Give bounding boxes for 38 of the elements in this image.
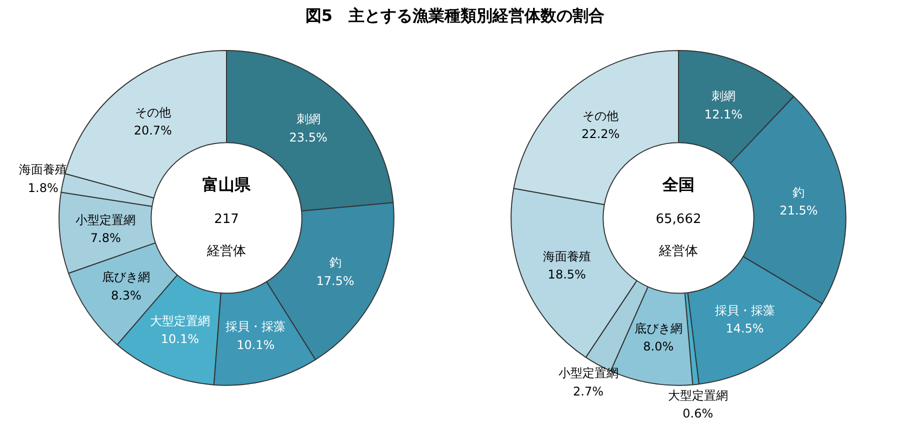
slice-label: 小型定置網 xyxy=(76,212,136,227)
text: 65,662 xyxy=(656,212,702,227)
slice-label: 底びき網 xyxy=(102,270,150,284)
slice-label: その他 xyxy=(134,105,171,120)
slice-label: その他 xyxy=(582,108,619,123)
text: 経営体 xyxy=(206,244,246,259)
slice-label: 採貝・採藻 xyxy=(226,320,286,334)
data-label: 12.1% xyxy=(704,107,743,122)
slice-label: 釣 xyxy=(792,185,805,200)
slice-label: 刺網 xyxy=(296,112,320,126)
data-label: 0.6% xyxy=(682,406,714,420)
data-label: 10.1% xyxy=(236,338,275,352)
data-label: 10.1% xyxy=(160,332,200,346)
data-label: 17.5% xyxy=(316,274,354,288)
data-label: 21.5% xyxy=(780,204,818,218)
text: 図5 主とする漁業種類別経営体数の割合 xyxy=(304,5,606,27)
text: 全国 xyxy=(662,174,694,194)
text: 富山県 xyxy=(202,174,252,194)
data-label: 2.7% xyxy=(573,384,604,398)
data-label: 23.5% xyxy=(289,130,328,144)
slice-label: 大型定置網 xyxy=(150,314,210,328)
data-label: 14.5% xyxy=(726,322,764,336)
slice-label: 底びき網 xyxy=(634,321,682,336)
data-label: 8.3% xyxy=(110,288,142,302)
slice-label: 採貝・採藻 xyxy=(714,303,775,318)
slice-label: 釣 xyxy=(329,256,342,270)
data-label: 1.8% xyxy=(28,180,58,195)
text: 経営体 xyxy=(658,244,698,259)
data-label: 20.7% xyxy=(134,124,172,138)
text: 217 xyxy=(214,212,239,227)
data-label: 22.2% xyxy=(582,126,620,141)
data-label: 18.5% xyxy=(548,268,586,282)
slice-label: 海面養殖 xyxy=(19,162,68,177)
slice-label: 海面養殖 xyxy=(542,249,591,264)
slice-label: 刺網 xyxy=(711,89,736,104)
data-label: 8.0% xyxy=(643,340,674,354)
data-label: 7.8% xyxy=(90,231,121,246)
slice-label: 大型定置網 xyxy=(668,388,728,402)
